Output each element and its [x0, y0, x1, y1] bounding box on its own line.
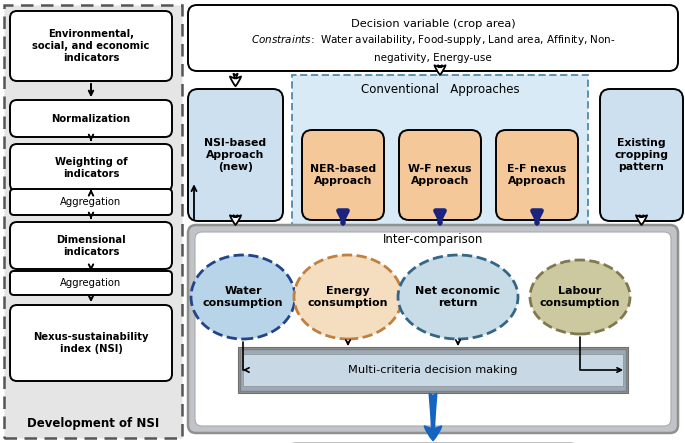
FancyBboxPatch shape — [10, 11, 172, 81]
Text: Existing
cropping
pattern: Existing cropping pattern — [614, 138, 669, 172]
Text: Normalization: Normalization — [51, 113, 131, 124]
Text: Decision variable (crop area): Decision variable (crop area) — [351, 19, 515, 29]
Text: Weighting of
indicators: Weighting of indicators — [55, 156, 127, 179]
FancyBboxPatch shape — [399, 130, 481, 220]
FancyBboxPatch shape — [188, 5, 678, 71]
Bar — [238, 347, 628, 393]
Text: Aggregation: Aggregation — [60, 197, 122, 207]
Text: Multi-criteria decision making: Multi-criteria decision making — [348, 365, 518, 375]
FancyBboxPatch shape — [10, 222, 172, 269]
Text: Net economic
return: Net economic return — [416, 286, 501, 308]
Text: Nexus-sustainability
index (NSI): Nexus-sustainability index (NSI) — [34, 332, 149, 354]
Text: Development of NSI: Development of NSI — [27, 417, 159, 431]
FancyBboxPatch shape — [496, 130, 578, 220]
FancyBboxPatch shape — [10, 305, 172, 381]
Text: Conventional   Approaches: Conventional Approaches — [361, 82, 519, 96]
Text: Energy
consumption: Energy consumption — [308, 286, 388, 308]
FancyBboxPatch shape — [10, 271, 172, 295]
Bar — [243, 354, 623, 386]
Text: Dimensional
indicators: Dimensional indicators — [56, 234, 126, 256]
FancyBboxPatch shape — [10, 100, 172, 137]
Text: E-F nexus
Approach: E-F nexus Approach — [508, 164, 566, 186]
Bar — [4, 5, 182, 438]
FancyBboxPatch shape — [10, 189, 172, 215]
FancyBboxPatch shape — [188, 225, 678, 433]
Text: Labour
consumption: Labour consumption — [540, 286, 620, 308]
Ellipse shape — [530, 260, 630, 334]
Text: NER-based
Approach: NER-based Approach — [310, 164, 376, 186]
Ellipse shape — [294, 255, 402, 339]
Text: Inter-comparison: Inter-comparison — [383, 233, 483, 245]
Text: W-F nexus
Approach: W-F nexus Approach — [408, 164, 472, 186]
Bar — [240, 349, 626, 391]
Text: negativity, Energy-use: negativity, Energy-use — [374, 53, 492, 63]
Text: Water
consumption: Water consumption — [203, 286, 284, 308]
Text: NSI-based
Approach
(new): NSI-based Approach (new) — [204, 138, 266, 172]
Ellipse shape — [191, 255, 295, 339]
FancyBboxPatch shape — [10, 144, 172, 191]
FancyBboxPatch shape — [600, 89, 683, 221]
Bar — [292, 75, 588, 235]
Text: $\it{Constraints}$:  Water availability, Food-supply, Land area, Affinity, Non-: $\it{Constraints}$: Water availability, … — [251, 33, 615, 47]
FancyBboxPatch shape — [188, 89, 283, 221]
FancyBboxPatch shape — [302, 130, 384, 220]
Text: Environmental,
social, and economic
indicators: Environmental, social, and economic indi… — [32, 29, 150, 63]
Ellipse shape — [398, 255, 518, 339]
FancyBboxPatch shape — [195, 232, 671, 426]
Text: Aggregation: Aggregation — [60, 278, 122, 288]
